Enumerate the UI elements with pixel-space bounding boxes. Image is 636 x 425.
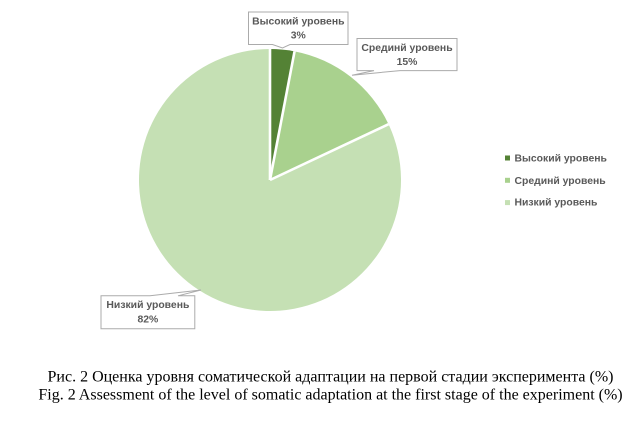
svg-text:Срединй уровень: Срединй уровень xyxy=(361,43,452,54)
svg-text:Срединй уровень: Срединй уровень xyxy=(515,176,606,187)
svg-text:Низкий уровень: Низкий уровень xyxy=(106,300,189,311)
svg-text:Рис. 2 Оценка уровня соматичес: Рис. 2 Оценка уровня соматической адапта… xyxy=(48,368,614,385)
svg-text:Низкий уровень: Низкий уровень xyxy=(515,198,598,209)
svg-text:82%: 82% xyxy=(138,314,159,325)
svg-text:3%: 3% xyxy=(291,31,306,42)
svg-text:Fig. 2 Assessment of the level: Fig. 2 Assessment of the level of somati… xyxy=(38,387,622,404)
svg-text:15%: 15% xyxy=(397,57,418,68)
svg-text:Высокий уровень: Высокий уровень xyxy=(515,154,607,165)
svg-text:Высокий уровень: Высокий уровень xyxy=(252,16,344,27)
